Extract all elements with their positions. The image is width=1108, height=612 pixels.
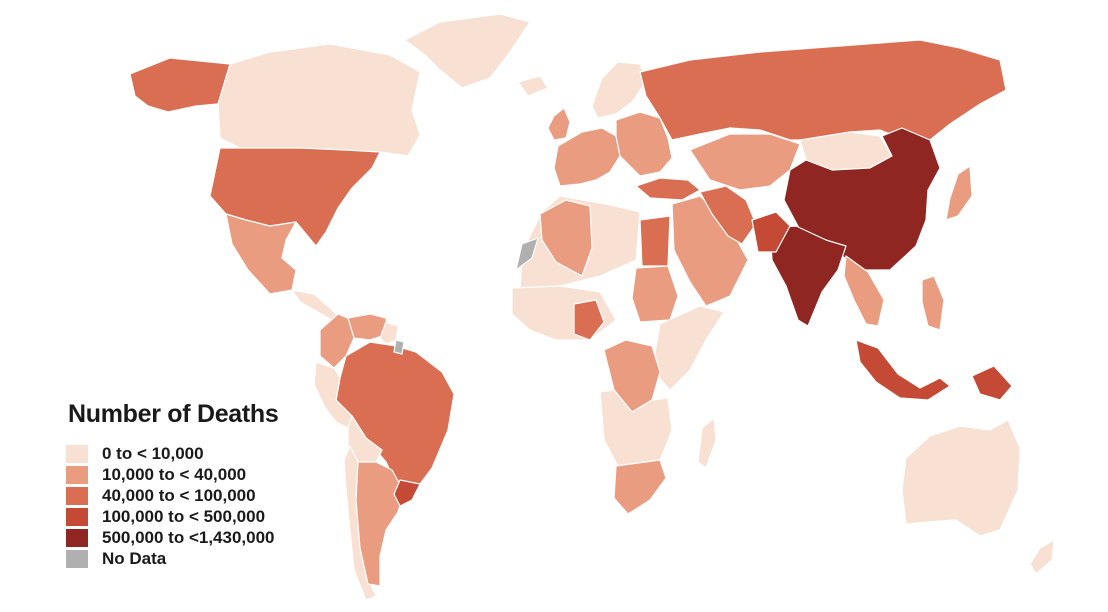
region-south-africa — [613, 459, 667, 515]
legend-label: 40,000 to < 100,000 — [102, 485, 256, 505]
region-japan — [945, 165, 973, 221]
region-philippines — [921, 275, 945, 331]
region-scandinavia — [591, 61, 647, 119]
legend-label: 0 to < 10,000 — [102, 443, 204, 463]
region-mexico — [225, 213, 297, 295]
region-southeast-asia — [843, 255, 885, 327]
legend-swatch — [66, 486, 88, 505]
region-new-zealand — [1029, 539, 1055, 575]
region-nigeria — [573, 299, 605, 341]
legend-swatch — [66, 465, 88, 484]
region-iran — [699, 185, 757, 245]
region-central-asia — [689, 133, 801, 191]
legend-item-4: 500,000 to <1,430,000 — [66, 527, 279, 548]
region-colombia — [319, 313, 355, 369]
region-western-sahara — [515, 237, 539, 271]
region-alaska — [129, 57, 231, 113]
legend-title: Number of Deaths — [68, 400, 279, 428]
region-guianas — [379, 321, 399, 345]
region-uk — [547, 107, 571, 141]
legend-item-0: 0 to < 10,000 — [66, 443, 279, 464]
legend-label: 500,000 to <1,430,000 — [102, 527, 275, 547]
region-madagascar — [697, 417, 717, 469]
legend-swatch — [66, 528, 88, 547]
region-canada — [217, 43, 421, 157]
legend-swatch — [66, 444, 88, 463]
region-egypt — [639, 215, 671, 267]
region-india — [769, 225, 847, 327]
region-eastern-europe — [615, 111, 673, 177]
legend-label: 100,000 to < 500,000 — [102, 506, 266, 526]
region-central-america — [291, 289, 341, 321]
region-southern-africa — [599, 389, 673, 467]
region-pakistan — [751, 211, 791, 253]
region-sudan — [631, 265, 679, 323]
legend-item-1: 10,000 to < 40,000 — [66, 464, 279, 485]
legend-item-2: 40,000 to < 100,000 — [66, 485, 279, 506]
region-uruguay-south-brazil — [393, 479, 421, 507]
region-western-europe — [553, 127, 621, 187]
region-greenland — [404, 13, 531, 89]
region-french-guiana — [393, 339, 405, 355]
map-legend: Number of Deaths 0 to < 10,000 10,000 to… — [66, 400, 279, 569]
legend-item-3: 100,000 to < 500,000 — [66, 506, 279, 527]
region-turkey — [635, 177, 701, 201]
region-indonesia — [855, 339, 951, 401]
region-russia — [639, 39, 1007, 141]
legend-label: 10,000 to < 40,000 — [102, 464, 247, 484]
region-algeria — [539, 199, 593, 277]
legend-label: No Data — [102, 548, 167, 568]
region-iceland — [517, 75, 549, 97]
region-argentina — [355, 461, 405, 587]
region-new-guinea — [971, 365, 1013, 401]
legend-item-5: No Data — [66, 548, 279, 569]
legend-swatch — [66, 549, 88, 568]
legend-swatch — [66, 507, 88, 526]
region-australia — [901, 419, 1021, 537]
